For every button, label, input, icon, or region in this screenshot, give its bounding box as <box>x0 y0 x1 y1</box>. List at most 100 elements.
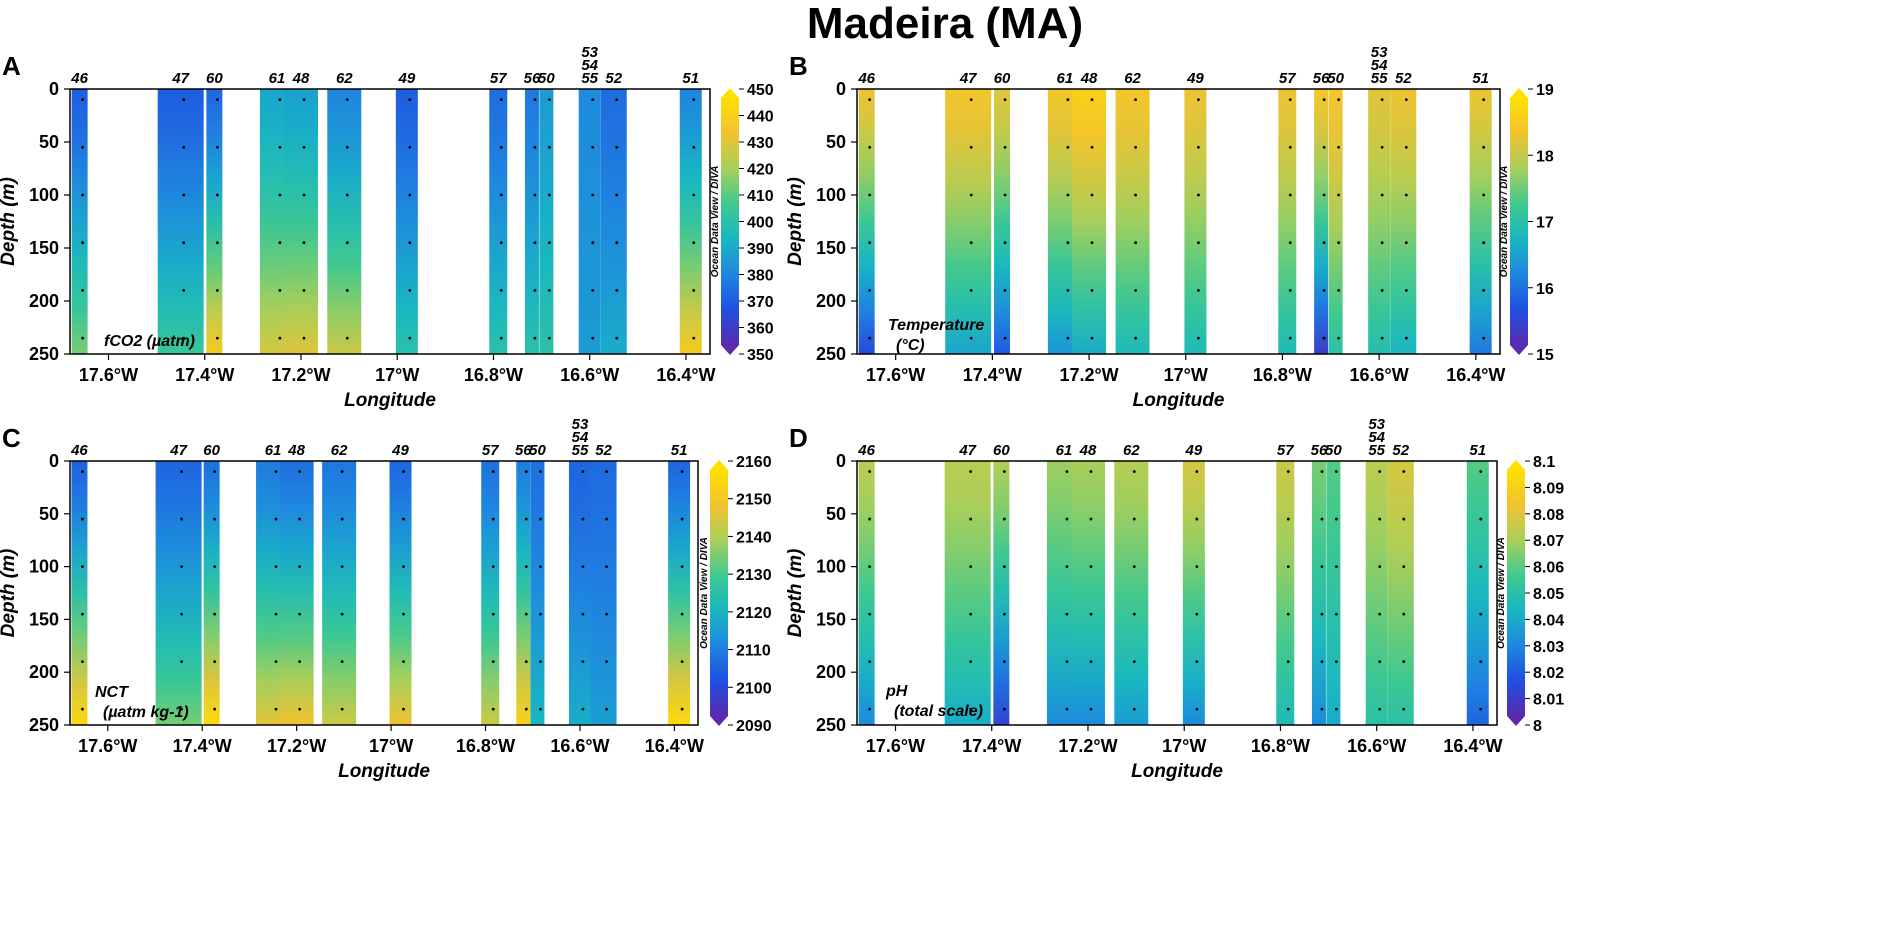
sample-dot <box>1003 241 1007 245</box>
sample-dot <box>581 612 585 616</box>
y-tick-label: 250 <box>29 715 59 735</box>
sample-dot <box>1286 565 1290 568</box>
colorbar-tick-label: 370 <box>747 294 774 311</box>
plot-frame <box>69 460 699 726</box>
sample-dot <box>274 517 278 521</box>
sample-dot <box>1378 707 1382 711</box>
sample-dot <box>1065 612 1069 616</box>
sample-dot <box>1337 98 1341 101</box>
colorbar-scale <box>721 98 739 345</box>
sample-dot <box>1134 289 1137 292</box>
station-column <box>1314 89 1329 354</box>
sample-dot <box>692 193 696 197</box>
y-axis-label: Depth (m) <box>785 549 806 638</box>
sample-dot <box>1404 193 1408 197</box>
sample-dot <box>1089 707 1093 711</box>
sample-dot <box>1337 289 1341 292</box>
sample-dot <box>969 470 973 473</box>
station-label: 57 <box>1277 442 1294 459</box>
sample-dot <box>524 470 528 473</box>
sample-dot <box>1065 470 1069 473</box>
x-tick-label: 17.6°W <box>866 365 925 385</box>
station-column <box>1070 461 1105 725</box>
sample-dot <box>1482 241 1486 245</box>
x-tick-label: 17.6°W <box>78 736 137 756</box>
sample-dot <box>81 145 85 149</box>
sample-dot <box>1003 336 1007 340</box>
sample-dot <box>1089 470 1093 473</box>
x-tick-label: 16.8°W <box>1253 365 1312 385</box>
sample-dot <box>692 98 696 101</box>
sample-dot <box>1002 660 1006 664</box>
variable-label: NCT <box>95 684 129 701</box>
sample-dot <box>1380 241 1384 245</box>
colorbar: 19 18 17 16 15 Ocean Data View / DIVA <box>1499 82 1554 364</box>
sample-dot <box>1134 241 1137 245</box>
y-tick-label: 250 <box>816 344 846 364</box>
colorbar-tick-label: 8.08 <box>1533 507 1564 524</box>
sample-dot <box>182 336 186 340</box>
sample-dot <box>1090 241 1094 245</box>
sample-dot <box>1134 193 1137 197</box>
sample-dot <box>581 565 585 568</box>
sample-dot <box>213 470 217 473</box>
sample-dot <box>180 470 184 473</box>
y-tick-label: 200 <box>29 662 59 682</box>
sample-dot <box>680 707 684 711</box>
sample-dot <box>581 707 585 711</box>
station-label: 48 <box>1080 70 1098 87</box>
sample-dot <box>692 241 696 245</box>
station-column <box>1368 89 1391 354</box>
sample-dot <box>1197 289 1200 292</box>
station-columns <box>71 89 702 354</box>
sample-dot <box>533 145 537 149</box>
sample-dot <box>1402 565 1406 568</box>
sample-dot <box>81 660 84 664</box>
sample-dot <box>1378 517 1382 521</box>
sample-dot <box>274 470 278 473</box>
station-column <box>993 461 1010 725</box>
x-tick-label: 16.4°W <box>1443 736 1502 756</box>
sample-dot <box>868 707 872 711</box>
station-label: 46 <box>70 442 88 459</box>
station-label: 54 <box>572 429 589 446</box>
x-tick-label: 17.4°W <box>173 736 232 756</box>
sample-dot <box>491 660 495 664</box>
sample-dot <box>1134 145 1137 149</box>
station-column <box>157 89 204 354</box>
sample-dot <box>345 145 349 149</box>
sample-dot <box>591 145 595 149</box>
sample-dot <box>1402 470 1406 473</box>
station-label: 60 <box>203 442 220 459</box>
sample-dot <box>680 660 684 664</box>
sample-dot <box>408 145 412 149</box>
colorbar-tick-label: 8.03 <box>1533 639 1564 656</box>
station-column <box>1278 89 1297 354</box>
sample-dot <box>1482 289 1486 292</box>
station-label: 61 <box>1056 442 1073 459</box>
station-label: 48 <box>292 70 310 87</box>
colorbar-min-cap <box>1510 345 1528 355</box>
station-label: 48 <box>1079 442 1097 459</box>
sample-dot <box>969 612 973 616</box>
x-tick-label: 17.4°W <box>962 736 1021 756</box>
sample-dot <box>539 707 542 711</box>
x-tick-label: 17.2°W <box>1058 736 1117 756</box>
sample-dot <box>1402 660 1406 664</box>
sample-dot <box>215 193 219 197</box>
sample-dot <box>533 241 537 245</box>
station-column <box>283 89 318 354</box>
sample-dot <box>868 660 872 664</box>
y-tick-label: 50 <box>39 132 59 152</box>
station-label: 50 <box>529 442 546 459</box>
station-column <box>1072 89 1107 354</box>
sample-dot <box>1334 707 1338 711</box>
sample-dot <box>408 98 412 101</box>
sample-dot <box>213 707 217 711</box>
station-label: 54 <box>581 57 598 74</box>
sample-dot <box>1288 289 1292 292</box>
sample-dot <box>81 470 84 473</box>
sample-dot <box>1479 517 1483 521</box>
sample-dot <box>182 193 186 197</box>
